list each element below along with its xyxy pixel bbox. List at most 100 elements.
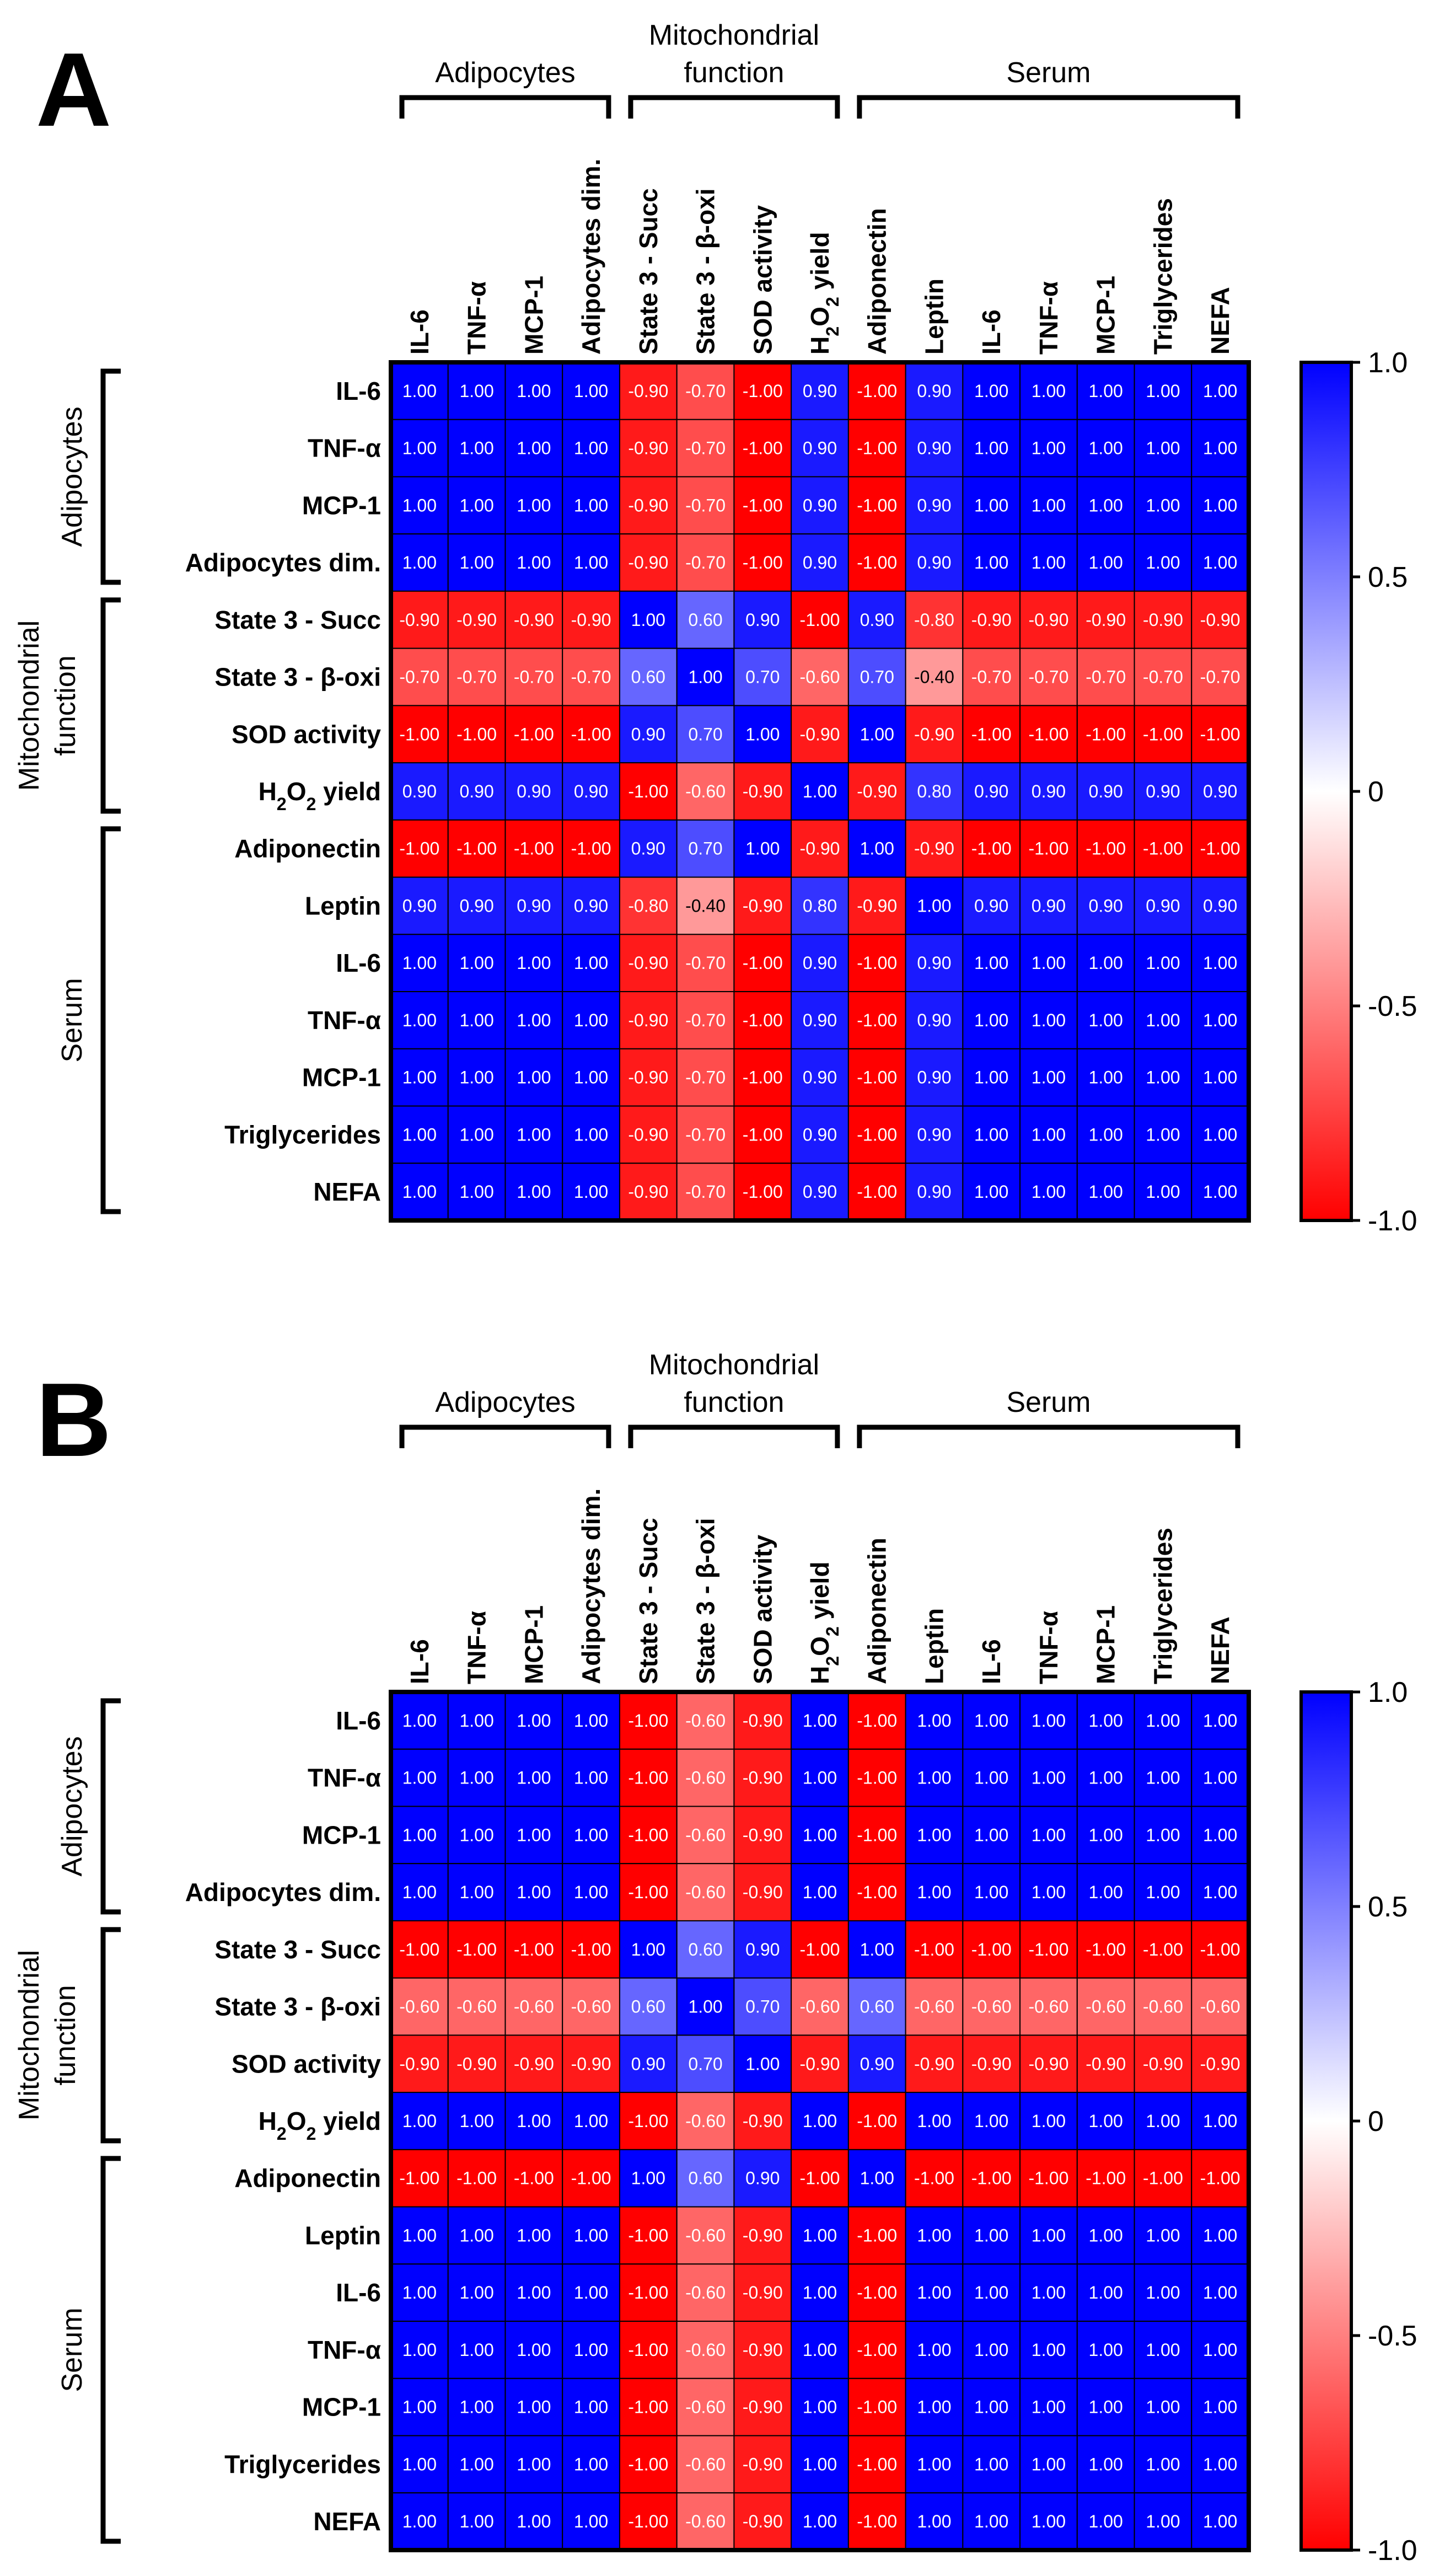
row-group-label: function [50,1985,82,2085]
cell-value-label: 1.00 [974,2111,1008,2131]
cell-value-label: 1.00 [974,1182,1008,1202]
cell-value-label: 1.00 [574,2111,608,2131]
row-label: Leptin [305,891,381,920]
cell-value-label: 0.90 [917,553,951,572]
heatmap-cell [1134,2206,1193,2265]
heatmap-cell [962,1863,1021,1921]
heatmap-cell [390,1105,449,1164]
cell-value-label: 0.70 [745,1997,780,2017]
cell-value-label: 1.00 [917,1882,951,1902]
heatmap-cell [791,2377,849,2436]
heatmap-cell [1134,2435,1193,2494]
cell-value-label: 0.90 [1146,781,1180,801]
cell-value-label: -1.00 [857,1768,897,1788]
cell-value-label: 0.70 [688,2054,722,2074]
cell-value-label: 1.00 [517,2283,551,2302]
heatmap-cell [676,819,735,878]
heatmap-cell [733,2377,792,2436]
row-label: Triglycerides [224,1120,381,1149]
cell-value-label: -1.00 [857,2511,897,2531]
row-group-bracket [100,1927,121,2144]
heatmap-cell [1076,476,1135,535]
heatmap-cell [619,2206,678,2265]
cell-value-label: 1.00 [1089,953,1123,973]
heatmap-cell [1076,1748,1135,1807]
heatmap-cell [1019,2034,1078,2093]
heatmap-cell [1134,762,1193,821]
heatmap-cell [733,1920,792,1979]
heatmap-cell [905,590,964,649]
cell-value-label: 1.00 [1089,1882,1123,1902]
cell-value-label: -0.80 [914,610,954,630]
cell-value-label: -1.00 [1028,2168,1068,2188]
cell-value-label: 1.00 [974,495,1008,515]
heatmap-cell [847,1163,906,1221]
cell-value-label: 1.00 [1089,2397,1123,2417]
cell-value-label: 1.00 [517,2111,551,2131]
cell-value-label: 1.00 [459,2511,493,2531]
heatmap-cell [390,1863,449,1921]
cell-value-label: 0.70 [860,667,894,687]
heatmap-cell [390,647,449,706]
cell-value-label: 1.00 [1089,1068,1123,1088]
cell-value-label: 0.70 [745,667,780,687]
cell-value-label: -0.90 [514,2054,554,2074]
heatmap-cell [447,2149,506,2208]
cell-value-label: 1.00 [1146,2397,1180,2417]
heatmap-cell [504,1977,563,2036]
cell-value-label: -0.90 [456,2054,497,2074]
cell-value-label: 1.00 [1146,381,1180,401]
cell-value-label: 1.00 [402,438,437,458]
cell-value-label: 1.00 [1089,1768,1123,1788]
heatmap-cell [1076,1806,1135,1865]
cell-value-label: -1.00 [456,2168,497,2188]
column-label: MCP-1 [1092,1605,1120,1684]
cell-value-label: 0.70 [688,839,722,859]
row-group-label: Serum [56,2307,88,2392]
cell-value-label: -1.00 [1086,1940,1126,1959]
heatmap-cell [962,2321,1021,2379]
cell-value-label: -1.00 [971,2168,1012,2188]
cell-value-label: -1.00 [743,1010,783,1030]
cell-value-label: -0.70 [685,438,726,458]
cell-value-label: -1.00 [857,438,897,458]
heatmap-cell [619,1748,678,1807]
heatmap-cell [676,476,735,535]
row-label: IL-6 [336,949,381,977]
cell-value-label: -1.00 [1200,1940,1240,1959]
cell-value-label: 1.00 [1203,553,1237,572]
heatmap-cell [619,934,678,993]
cell-value-label: -0.40 [685,896,726,915]
cell-value-label: -0.90 [857,781,897,801]
cell-value-label: 1.00 [1146,553,1180,572]
cell-value-label: 0.80 [803,896,837,915]
cell-value-label: 0.90 [917,495,951,515]
heatmap-cell [733,590,792,649]
cell-value-label: 1.00 [1089,2283,1123,2302]
cell-value-label: 0.90 [974,781,1008,801]
row-group-bracket [100,1698,121,1915]
cell-value-label: 1.00 [1089,438,1123,458]
cell-value-label: 0.90 [459,781,493,801]
row-label: MCP-1 [302,1063,381,1092]
row-label: TNF-α [308,434,381,463]
heatmap-cell [847,2492,906,2551]
heatmap-cell [447,1163,506,1221]
heatmap-cell [1134,1863,1193,1921]
heatmap-cell [962,819,1021,878]
heatmap-cell [1134,1977,1193,2036]
heatmap-cell [1076,1920,1135,1979]
heatmap-cell [962,1920,1021,1979]
cell-value-label: -0.90 [399,2054,439,2074]
cell-value-label: -1.00 [914,2168,954,2188]
heatmap-cell [905,1748,964,1807]
cell-value-label: 1.00 [517,438,551,458]
cell-value-label: -1.00 [857,495,897,515]
cell-value-label: -1.00 [1028,724,1068,744]
cell-value-label: 1.00 [1146,1068,1180,1088]
cell-value-label: 1.00 [517,2454,551,2474]
cell-value-label: 1.00 [974,553,1008,572]
row-group-label: Mitochondrial [13,620,45,791]
cell-value-label: 1.00 [745,724,780,744]
heatmap-cell [619,1691,678,1750]
